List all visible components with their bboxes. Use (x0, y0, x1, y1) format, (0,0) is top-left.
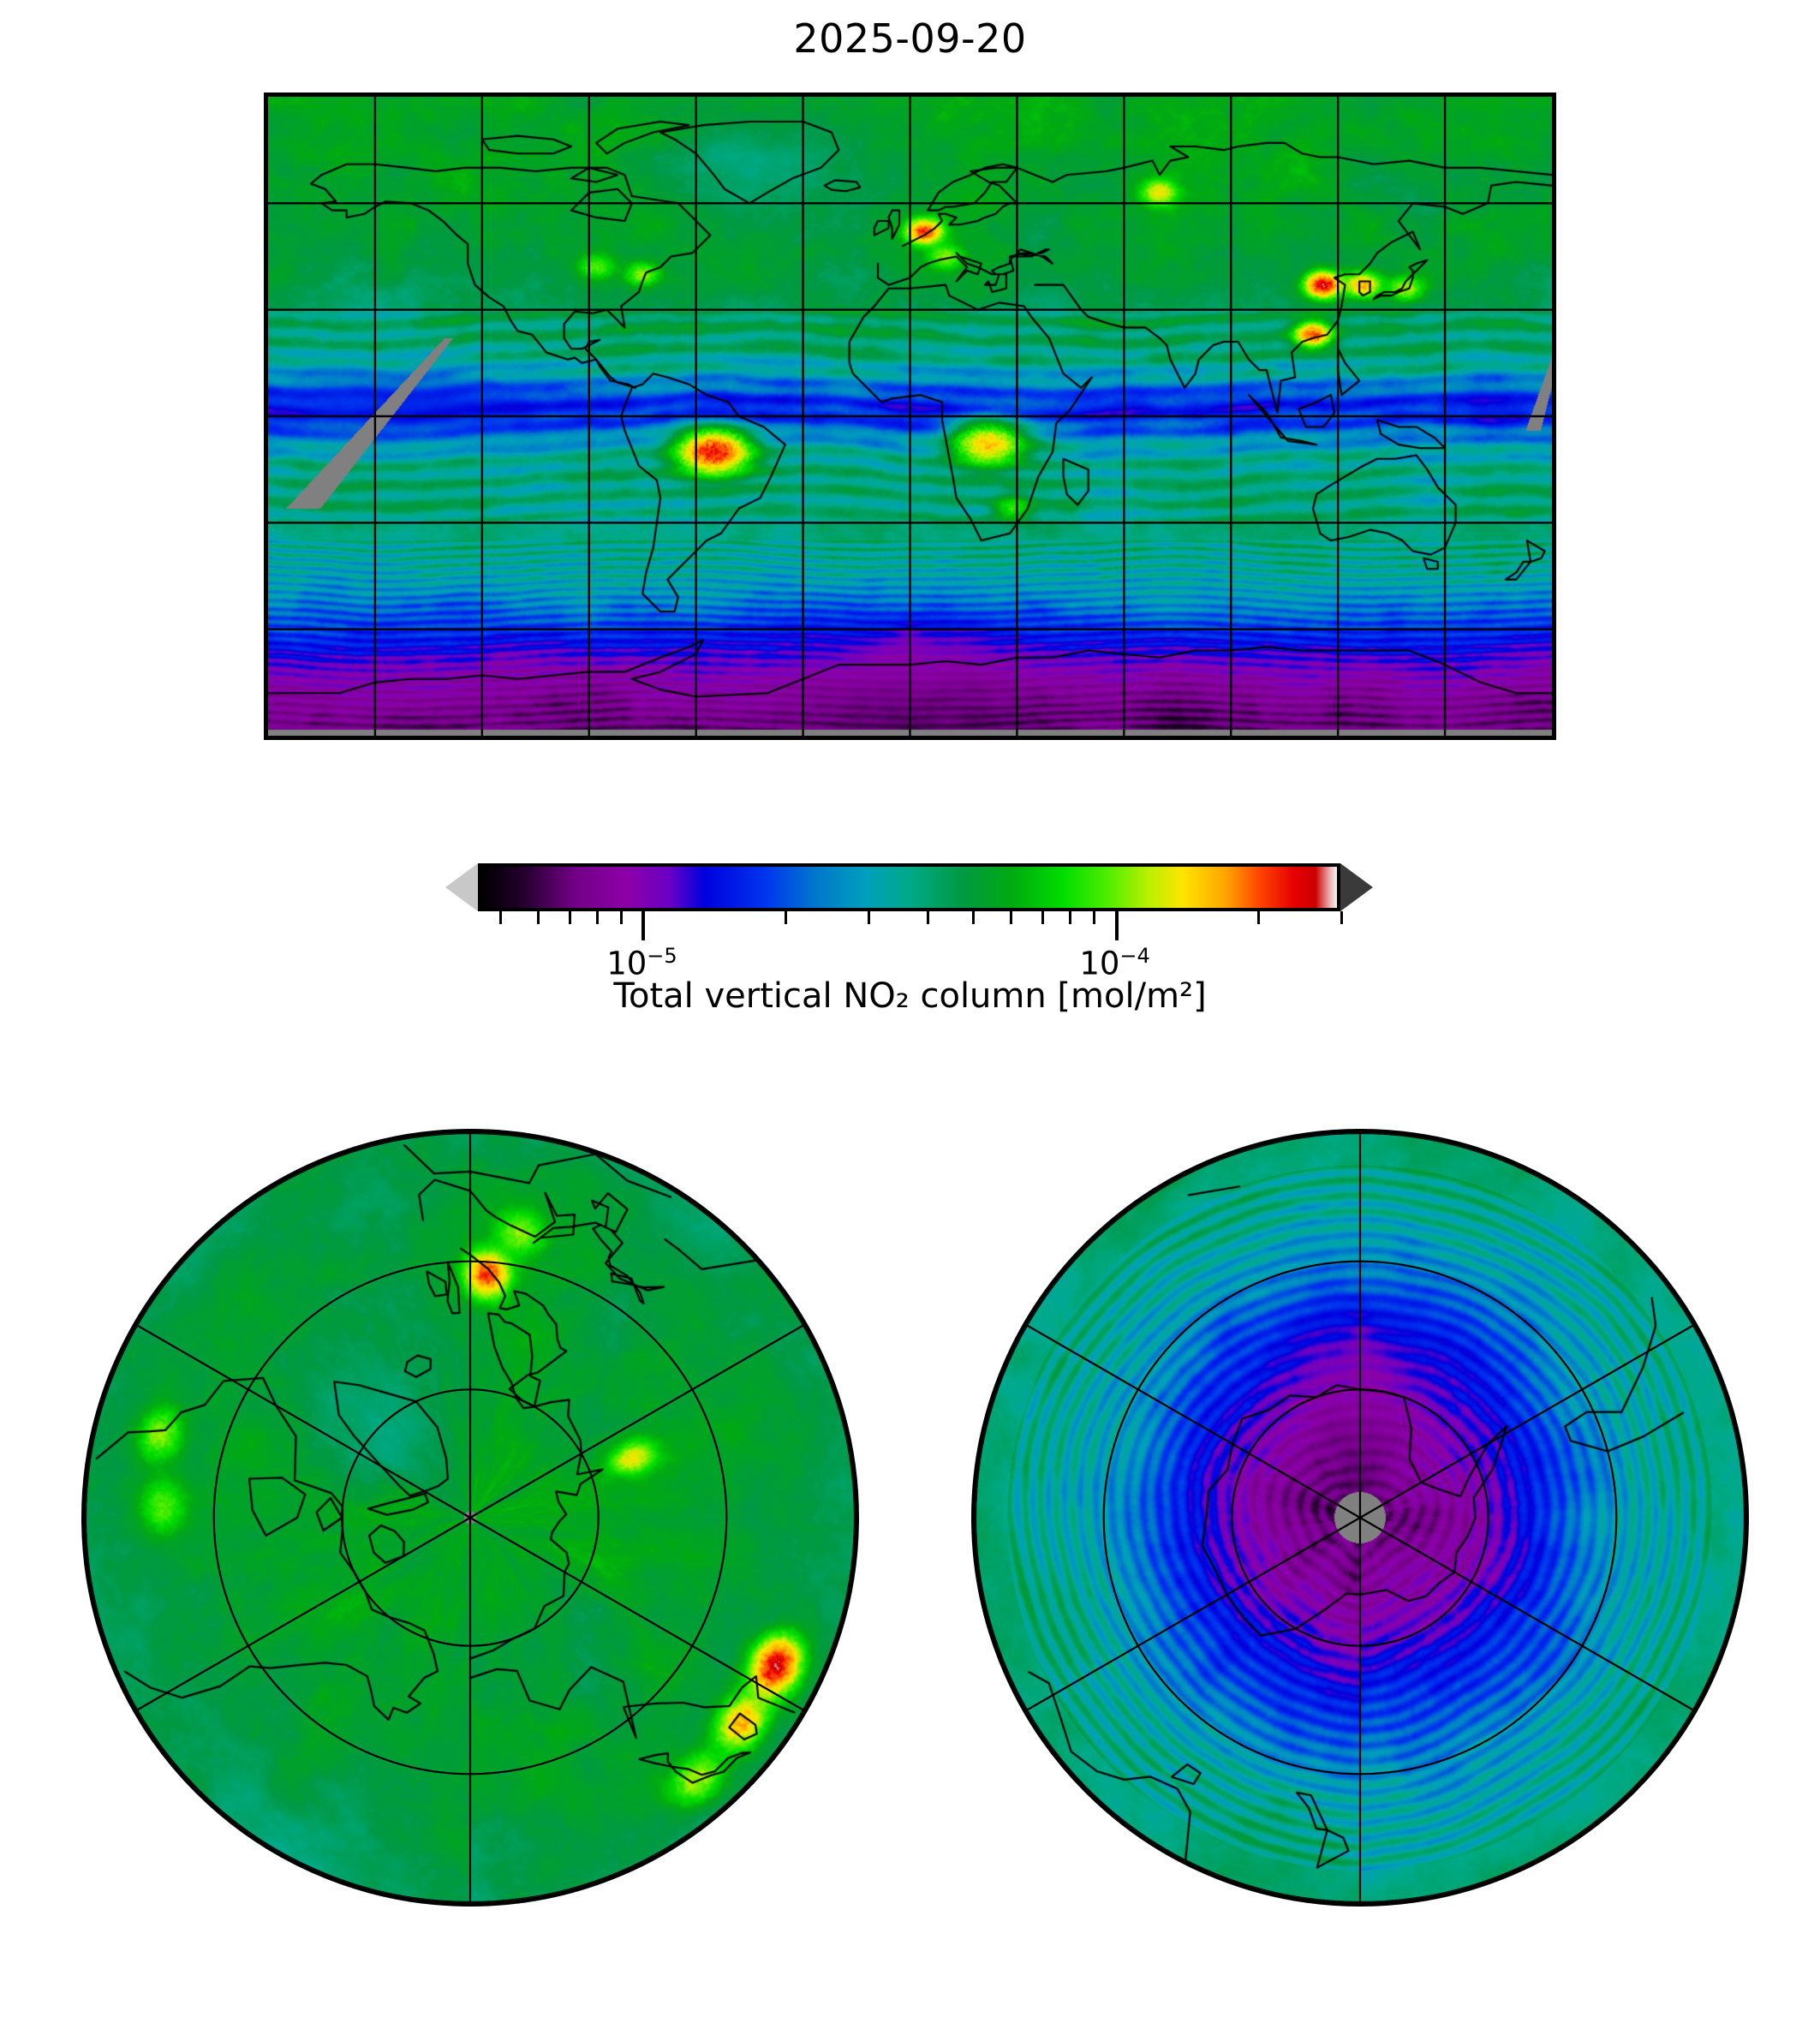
colorbar-minor-tick (784, 911, 787, 924)
north-polar-graticule (86, 1133, 855, 1902)
colorbar-minor-tick (1010, 911, 1013, 924)
colorbar-tick-label: 10−4 (1079, 944, 1150, 982)
north-polar-map[interactable] (81, 1129, 859, 1907)
colorbar-tick-label: 10−5 (606, 944, 677, 982)
colorbar-ticks: 10−5 10−4 (478, 911, 1343, 997)
colorbar-minor-tick (1256, 911, 1260, 924)
global-no2-map[interactable] (264, 92, 1556, 740)
colorbar-over-arrow (1340, 863, 1373, 911)
colorbar[interactable] (442, 862, 1376, 913)
colorbar-minor-tick (926, 911, 929, 924)
colorbar-major-tick (1114, 911, 1119, 940)
colorbar-axis-label: Total vertical NO₂ column [mol/m²] (613, 976, 1207, 1016)
colorbar-minor-tick (1093, 911, 1096, 924)
colorbar-major-tick (641, 911, 646, 940)
colorbar-minor-tick (1069, 911, 1072, 924)
global-map-graticule (268, 97, 1552, 736)
colorbar-minor-tick (620, 911, 624, 924)
colorbar-minor-tick (867, 911, 870, 924)
south-polar-map[interactable] (971, 1129, 1749, 1907)
south-polar-graticule (976, 1133, 1745, 1902)
colorbar-under-arrow (445, 863, 478, 911)
colorbar-minor-tick (1340, 911, 1343, 924)
colorbar-gradient (478, 863, 1340, 911)
colorbar-minor-tick (568, 911, 571, 924)
colorbar-minor-tick (499, 911, 503, 924)
colorbar-block: 10−5 10−4 Total vertical NO₂ column [mol/… (0, 848, 1820, 1045)
page-title: 2025-09-20 (793, 15, 1027, 62)
colorbar-minor-tick (595, 911, 599, 924)
colorbar-minor-tick (536, 911, 540, 924)
colorbar-minor-tick (972, 911, 976, 924)
colorbar-minor-tick (1041, 911, 1045, 924)
